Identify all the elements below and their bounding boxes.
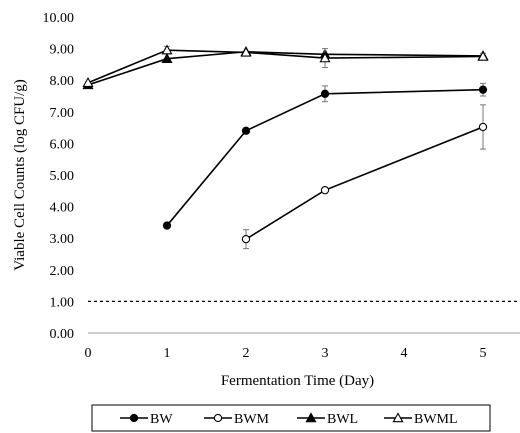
data-point-marker [240,46,252,57]
data-point-marker [162,221,172,230]
data-point-marker [478,122,488,132]
x-tick-label: 5 [480,346,487,361]
series-bwl [82,46,489,90]
y-tick-label: 9.00 [50,43,75,58]
x-tick-labels: 0 1 2 3 4 5 [85,346,487,361]
x-tick-label: 3 [322,346,329,361]
series-layer [82,44,489,250]
y-tick-label: 7.00 [50,106,75,121]
data-point-marker [320,89,330,98]
legend-items: BW BWM BWL BWML [120,412,458,427]
data-point-marker [241,126,251,135]
data-point-marker [478,85,488,94]
data-point-marker [129,413,139,423]
x-tick-label: 2 [243,346,250,361]
y-tick-labels: 0.00 1.00 2.00 3.00 4.00 5.00 6.00 7.00 8.00 9.00… [43,11,75,342]
y-tick-label: 0.00 [50,327,75,342]
data-point-marker [161,44,173,55]
series-line [245,126,484,240]
y-tick-label: 6.00 [50,137,75,152]
data-point-marker [241,234,251,244]
x-tick-label: 1 [164,346,171,361]
series-bwm [241,104,488,250]
legend-label: BW [150,412,173,427]
y-tick-label: 1.00 [50,295,75,310]
legend-box [91,404,491,432]
data-point-marker [319,52,331,63]
x-tick-label: 0 [85,346,92,361]
x-axis-title: Fermentation Time (Day) [221,373,374,389]
data-point-marker [320,186,330,195]
series-bw [162,82,488,230]
y-tick-label: 4.00 [50,201,75,216]
series-bwml [82,44,489,87]
x-tick-label: 4 [401,346,408,361]
y-tick-label: 3.00 [50,232,75,247]
y-tick-label: 10.00 [43,11,75,26]
y-tick-label: 8.00 [50,74,75,89]
data-point-marker [82,76,94,87]
legend-label: BWML [414,412,458,427]
legend-item-bwml: BWML [384,412,458,427]
y-tick-label: 2.00 [50,264,75,279]
legend-item-bwm: BWM [204,412,270,427]
y-tick-label: 5.00 [50,169,75,184]
data-point-marker [477,50,489,61]
legend-label: BWM [234,412,270,427]
data-point-marker [161,52,173,63]
legend: BW BWM BWL BWML [91,404,491,432]
y-axis-title: Viable Cell Counts (log CFU/g) [12,79,28,271]
data-point-marker [213,413,223,423]
data-point-marker [392,412,404,423]
legend-label: BWL [327,412,358,427]
series-line [166,88,484,227]
legend-item-bwl: BWL [297,412,358,427]
data-point-marker [305,412,317,423]
legend-item-bw: BW [120,412,173,427]
